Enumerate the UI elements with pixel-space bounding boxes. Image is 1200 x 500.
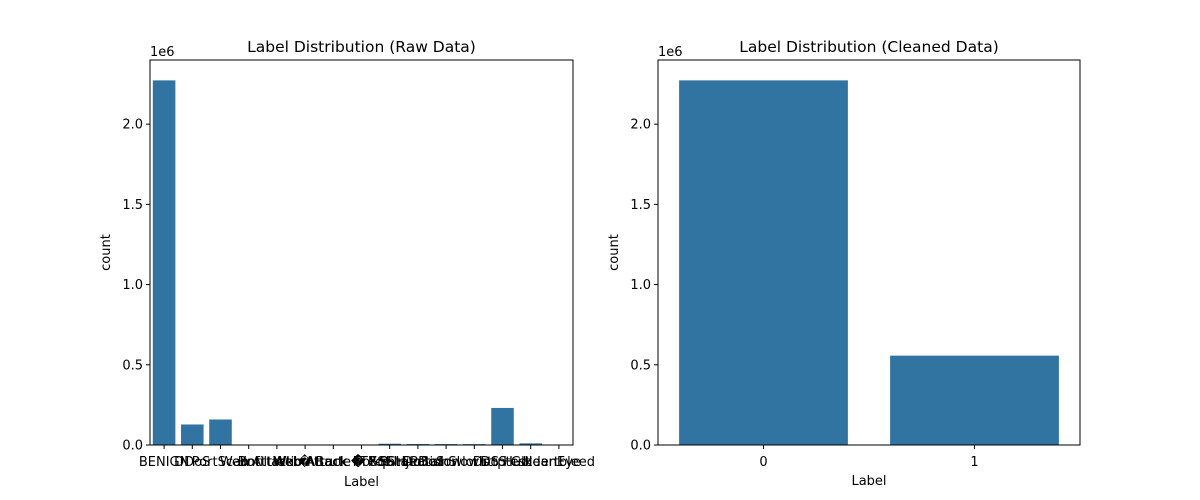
cleaned-data-y-tick-label: 1.5 bbox=[630, 198, 651, 213]
raw-data-bar bbox=[519, 443, 542, 445]
raw-data-x-tick-label: BENIGN bbox=[139, 455, 190, 470]
raw-data-x-tick-label: FTP-Patator bbox=[353, 455, 428, 470]
raw-data-y-tick-label: 0.0 bbox=[122, 439, 143, 454]
cleaned-data-y-tick-label: 0.0 bbox=[630, 439, 651, 454]
raw-data-bars bbox=[152, 80, 542, 446]
raw-data-bar bbox=[491, 407, 514, 445]
raw-data-y-tick-label: 1.5 bbox=[122, 198, 143, 213]
raw-data-chart: 0.0 0.5 1.0 1.5 2.0 BENIGNDDoSPortScanBotInf… bbox=[99, 38, 595, 490]
cleaned-data-bar bbox=[679, 80, 848, 446]
cleaned-data-y-ticks: 0.0 0.5 1.0 1.5 2.0 bbox=[630, 118, 658, 454]
cleaned-data-plot-frame bbox=[657, 59, 1081, 446]
raw-data-x-tick-label: Web Attack � XSS bbox=[273, 453, 394, 470]
raw-data-x-tick-label: DoS Hulk bbox=[473, 455, 533, 470]
raw-data-x-tick-label: SSH-Patator bbox=[379, 455, 457, 470]
raw-data-x-tick-label: Infiltration bbox=[243, 455, 310, 470]
cleaned-data-x-tick-label: 1 bbox=[970, 455, 978, 470]
raw-data-bar bbox=[209, 419, 232, 445]
raw-data-y-tick-label: 0.5 bbox=[122, 358, 143, 373]
raw-data-x-tick-label: DDoS bbox=[174, 455, 210, 470]
cleaned-data-bars bbox=[679, 80, 1059, 446]
raw-data-x-tick-label: PortScan bbox=[192, 455, 249, 470]
raw-data-x-tick-label: Web Attack � Brute Force bbox=[220, 453, 390, 470]
raw-data-y-axis-label: count bbox=[99, 234, 114, 271]
raw-data-x-tick-label: DoS GoldenEye bbox=[481, 455, 581, 470]
raw-data-x-tick-label: DoS slowloris bbox=[403, 455, 490, 470]
cleaned-data-y-tick-label: 0.5 bbox=[630, 358, 651, 373]
cleaned-data-y-tick-label: 1.0 bbox=[630, 278, 651, 293]
raw-data-y-tick-label: 2.0 bbox=[122, 118, 143, 133]
raw-data-chart-title: Label Distribution (Raw Data) bbox=[247, 38, 476, 56]
raw-data-bar bbox=[181, 424, 204, 445]
raw-data-bar bbox=[378, 443, 401, 445]
cleaned-data-y-axis-label: count bbox=[607, 234, 622, 271]
raw-data-plot-frame bbox=[149, 59, 574, 446]
raw-data-x-tick-label: Heartbleed bbox=[523, 455, 595, 470]
raw-data-y-ticks: 0.0 0.5 1.0 1.5 2.0 bbox=[122, 118, 150, 454]
raw-data-bar bbox=[152, 80, 176, 446]
raw-data-x-axis-label: Label bbox=[344, 475, 379, 490]
cleaned-data-bar bbox=[890, 355, 1059, 445]
cleaned-data-y-tick-label: 2.0 bbox=[630, 118, 651, 133]
raw-data-x-tick-label: DoS Slowhttptest bbox=[418, 455, 530, 470]
raw-data-y-tick-label: 1.0 bbox=[122, 278, 143, 293]
cleaned-data-x-axis-label: Label bbox=[851, 474, 886, 489]
cleaned-data-y-offset-text: 1e6 bbox=[658, 45, 683, 60]
raw-data-y-offset-text: 1e6 bbox=[150, 45, 175, 60]
raw-data-x-tick-label: Bot bbox=[238, 455, 260, 470]
cleaned-data-x-tick-label: 0 bbox=[759, 455, 767, 470]
cleaned-data-chart-title: Label Distribution (Cleaned Data) bbox=[739, 38, 999, 56]
raw-data-x-tick-label: Web Attack � Sql Injection bbox=[274, 453, 450, 470]
